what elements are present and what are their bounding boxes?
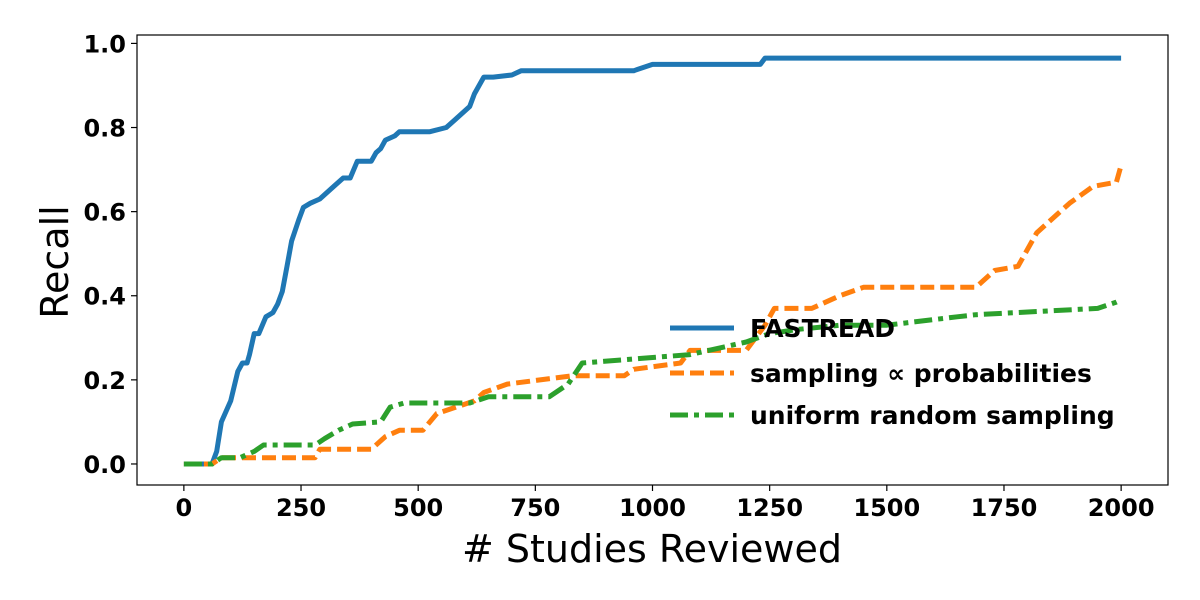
legend: FASTREAD sampling ∝ probabilities uniform … (670, 314, 1115, 430)
plot-area (136, 34, 1169, 486)
x-axis-label: # Studies Reviewed (462, 527, 842, 571)
y-tick-label: 0.0 (83, 451, 126, 479)
x-tick-label: 500 (393, 494, 443, 522)
y-tick-label: 0.8 (83, 115, 126, 143)
x-tick-label: 250 (276, 494, 326, 522)
y-axis-ticks: 0.0 0.2 0.4 0.6 0.8 1.0 (83, 30, 137, 479)
legend-label-2: uniform random sampling (750, 401, 1115, 430)
x-tick-label: 0 (176, 494, 193, 522)
series-line-0 (183, 55, 1122, 467)
series-line-1 (183, 164, 1124, 467)
legend-label-1: sampling ∝ probabilities (750, 359, 1092, 388)
x-tick-label: 1000 (619, 494, 686, 522)
y-tick-label: 0.4 (83, 283, 126, 311)
y-tick-label: 1.0 (83, 30, 126, 58)
x-axis-ticks: 0 250 500 750 1000 1250 1500 1750 2000 (176, 485, 1155, 522)
x-tick-label: 2000 (1088, 494, 1155, 522)
series-line-2 (183, 297, 1123, 467)
y-tick-label: 0.6 (83, 199, 126, 227)
x-tick-label: 1500 (853, 494, 920, 522)
series-layer (183, 55, 1124, 467)
y-tick-label: 0.2 (83, 367, 126, 395)
x-tick-label: 1250 (736, 494, 803, 522)
legend-label-0: FASTREAD (750, 314, 895, 343)
x-tick-label: 750 (510, 494, 560, 522)
x-tick-label: 1750 (971, 494, 1038, 522)
y-axis-label: Recall (33, 205, 77, 318)
